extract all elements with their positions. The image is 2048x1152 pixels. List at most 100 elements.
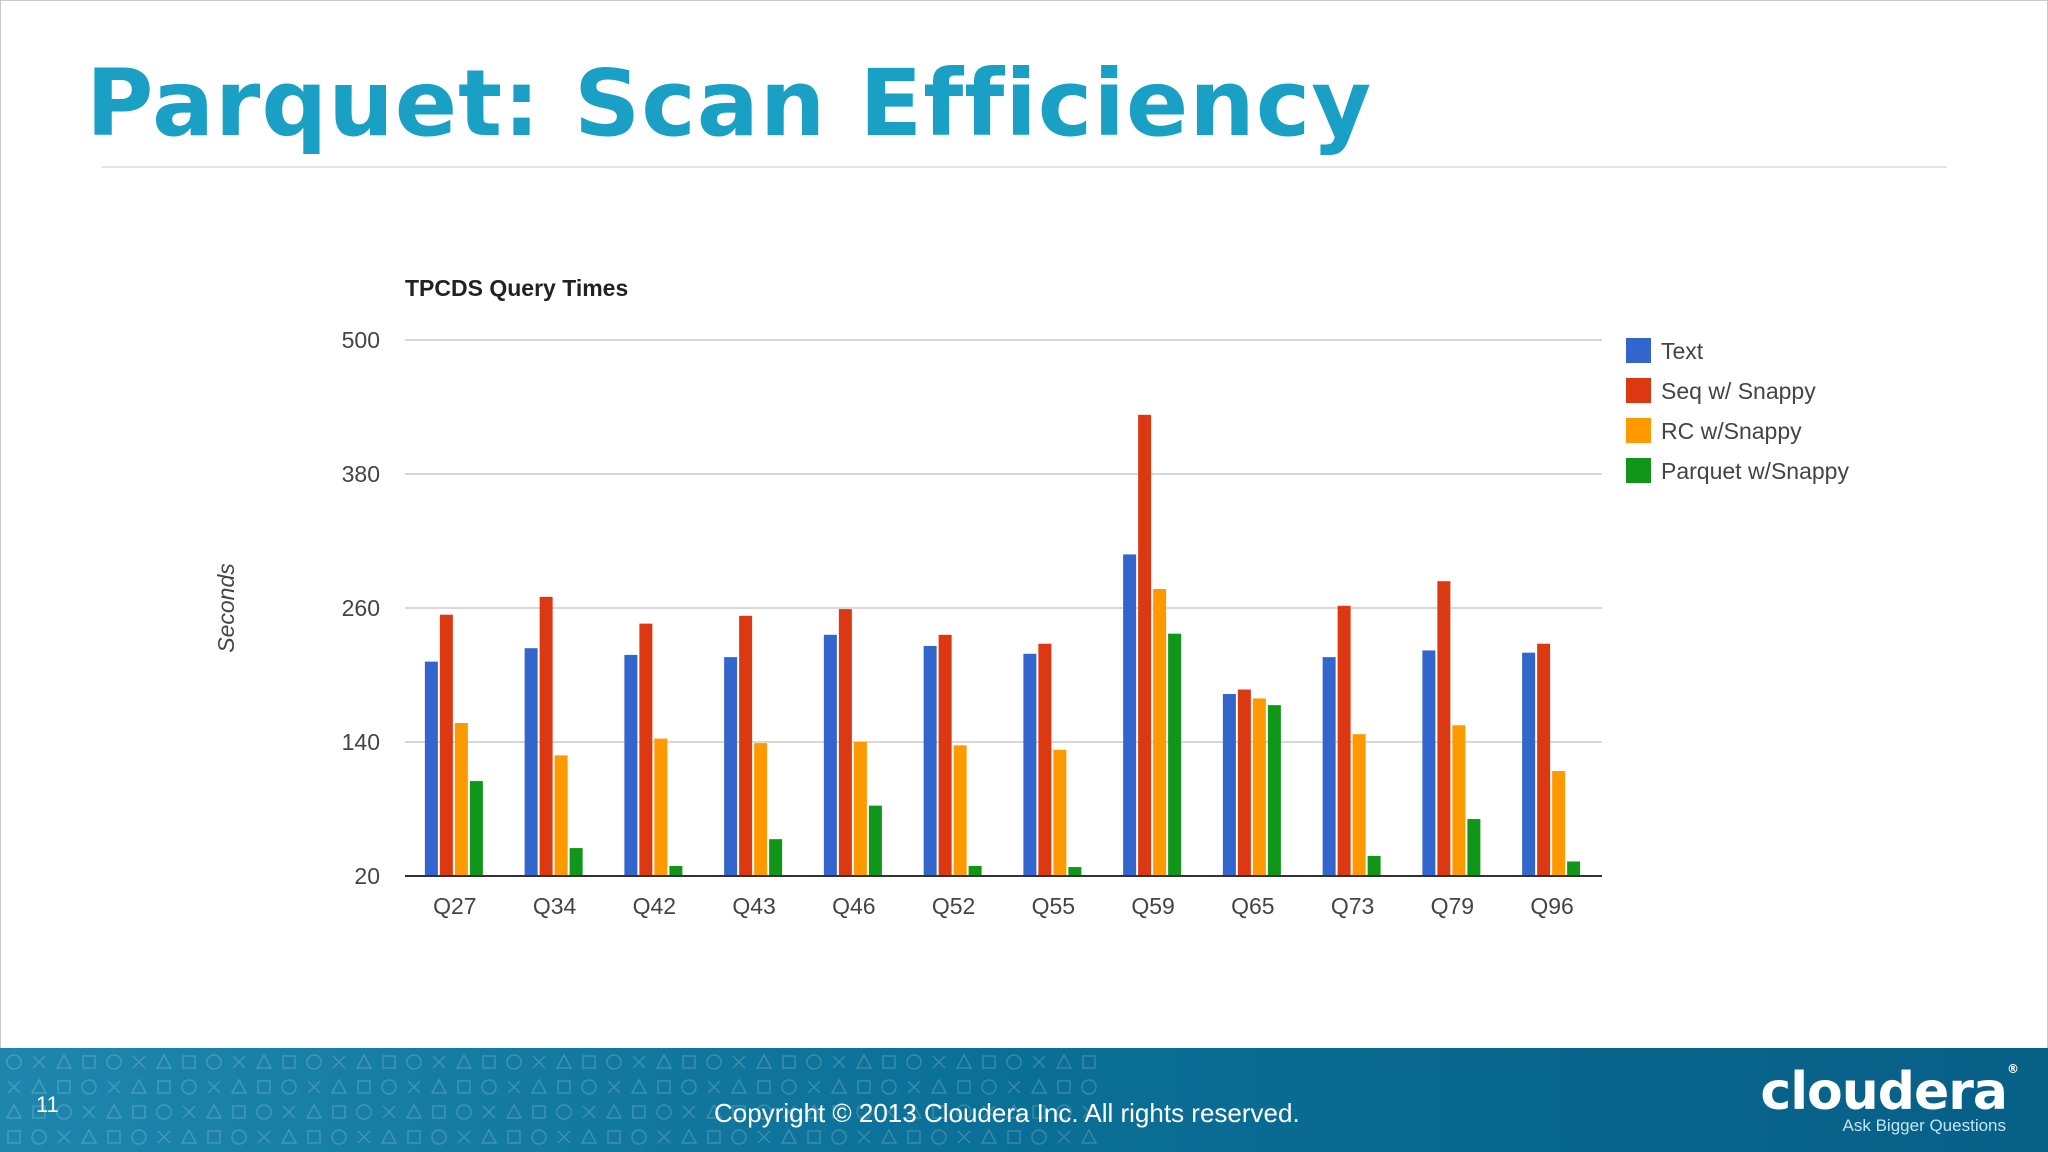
pattern-shape bbox=[1031, 1129, 1047, 1145]
bar-q65-series-1 bbox=[1222, 693, 1236, 876]
bar-q59-series-2 bbox=[1138, 414, 1152, 876]
pattern-shape bbox=[957, 1080, 971, 1094]
bar-q34-series-2 bbox=[539, 596, 553, 876]
pattern-shape bbox=[705, 1103, 723, 1119]
pattern-shape bbox=[480, 1128, 498, 1144]
pattern-shape bbox=[131, 1129, 147, 1145]
pattern-shape bbox=[530, 1078, 548, 1094]
y-tick-label: 140 bbox=[342, 729, 380, 755]
x-tick-label: Q96 bbox=[1530, 893, 1573, 919]
pattern-shape bbox=[1056, 1104, 1072, 1120]
bar-q34-series-1 bbox=[524, 648, 538, 876]
legend-label: Seq w/ Snappy bbox=[1661, 378, 1816, 404]
pattern-shape bbox=[807, 1130, 821, 1144]
pattern-shape bbox=[406, 1054, 422, 1070]
pattern-shape bbox=[357, 1130, 371, 1144]
pattern-shape bbox=[1081, 1079, 1097, 1095]
pattern-shape bbox=[932, 1105, 946, 1119]
pattern-shape bbox=[432, 1055, 446, 1069]
pattern-shape bbox=[56, 1104, 72, 1120]
pattern-shape bbox=[331, 1129, 347, 1145]
pattern-shape bbox=[255, 1053, 273, 1069]
pattern-shape bbox=[330, 1078, 348, 1094]
pattern-shape bbox=[306, 1054, 322, 1070]
bar-q34-series-4 bbox=[569, 848, 583, 876]
pattern-shape bbox=[657, 1130, 671, 1144]
bar-q42-series-4 bbox=[669, 865, 683, 876]
bar-q59-series-4 bbox=[1168, 633, 1182, 876]
pattern-shape bbox=[981, 1079, 997, 1095]
legend: Text Seq w/ Snappy RC w/Snappy Parquet w/Sn… bbox=[1626, 338, 1849, 484]
pattern-shape bbox=[81, 1079, 97, 1095]
bar-q96-series-2 bbox=[1537, 643, 1551, 876]
bar-q79-series-2 bbox=[1437, 581, 1451, 876]
pattern-shape bbox=[431, 1129, 447, 1145]
x-tick-label: Q42 bbox=[633, 893, 676, 919]
logo-tagline: Ask Bigger Questions bbox=[1842, 1116, 2006, 1135]
pattern-shape bbox=[605, 1103, 623, 1119]
pattern-shape bbox=[1006, 1054, 1022, 1070]
y-tick-label: 260 bbox=[342, 595, 380, 621]
pattern-shape bbox=[382, 1055, 396, 1069]
pattern-shape bbox=[380, 1128, 398, 1144]
pattern-shape bbox=[631, 1129, 647, 1145]
bar-q27-series-2 bbox=[439, 614, 453, 876]
bar-q42-series-2 bbox=[639, 623, 653, 876]
pattern-shape bbox=[857, 1080, 871, 1094]
pattern-shape bbox=[182, 1055, 196, 1069]
title-divider bbox=[102, 166, 1947, 168]
pattern-shape bbox=[80, 1128, 98, 1144]
pattern-shape bbox=[881, 1079, 897, 1095]
bar-q46-series-3 bbox=[853, 742, 867, 876]
bar-q79-series-4 bbox=[1467, 819, 1481, 876]
pattern-shape bbox=[557, 1080, 571, 1094]
pattern-shape bbox=[156, 1104, 172, 1120]
pattern-shape bbox=[1032, 1105, 1046, 1119]
x-tick-label: Q43 bbox=[732, 893, 775, 919]
legend-swatch bbox=[1626, 338, 1651, 363]
pattern-shape bbox=[607, 1080, 621, 1094]
pattern-shape bbox=[557, 1130, 571, 1144]
pattern-shape bbox=[831, 1129, 847, 1145]
pattern-shape bbox=[707, 1130, 721, 1144]
bar-q96-series-4 bbox=[1567, 861, 1581, 876]
pattern-shape bbox=[757, 1080, 771, 1094]
legend-swatch bbox=[1626, 418, 1651, 443]
pattern-shape bbox=[230, 1078, 248, 1094]
logo-wordmark: cloudera® bbox=[1760, 1062, 2019, 1122]
pattern-shape bbox=[531, 1129, 547, 1145]
pattern-shape bbox=[532, 1105, 546, 1119]
pattern-shape bbox=[506, 1054, 522, 1070]
pattern-shape bbox=[157, 1080, 171, 1094]
pattern-shape bbox=[855, 1053, 873, 1069]
pattern-shape bbox=[781, 1079, 797, 1095]
y-axis-label: Seconds bbox=[213, 563, 239, 653]
pattern-shape bbox=[307, 1080, 321, 1094]
pattern-shape bbox=[580, 1128, 598, 1144]
legend-label: Text bbox=[1661, 338, 1704, 364]
pattern-shape bbox=[756, 1104, 772, 1120]
pattern-shape bbox=[57, 1080, 71, 1094]
pattern-shape bbox=[432, 1105, 446, 1119]
pattern-shape bbox=[782, 1105, 796, 1119]
pattern-shape bbox=[232, 1105, 246, 1119]
bar-q55-series-1 bbox=[1023, 653, 1037, 876]
pattern-shape bbox=[481, 1079, 497, 1095]
pattern-shape bbox=[206, 1054, 222, 1070]
pattern-shape bbox=[281, 1079, 297, 1095]
pattern-shape bbox=[132, 1105, 146, 1119]
x-tick-label: Q73 bbox=[1331, 893, 1374, 919]
pattern-shape bbox=[1082, 1055, 1096, 1069]
pattern-shape bbox=[857, 1130, 871, 1144]
pattern-shape bbox=[980, 1128, 998, 1144]
pattern-shape bbox=[1032, 1055, 1046, 1069]
pattern-shape bbox=[932, 1055, 946, 1069]
legend-swatch bbox=[1626, 378, 1651, 403]
pattern-shape bbox=[157, 1130, 171, 1144]
bar-q73-series-2 bbox=[1337, 605, 1351, 876]
x-tick-label: Q27 bbox=[433, 893, 476, 919]
bar-q55-series-3 bbox=[1053, 749, 1067, 876]
bar-q46-series-4 bbox=[868, 805, 882, 876]
pattern-shape bbox=[130, 1078, 148, 1094]
pattern-shape bbox=[1055, 1053, 1073, 1069]
